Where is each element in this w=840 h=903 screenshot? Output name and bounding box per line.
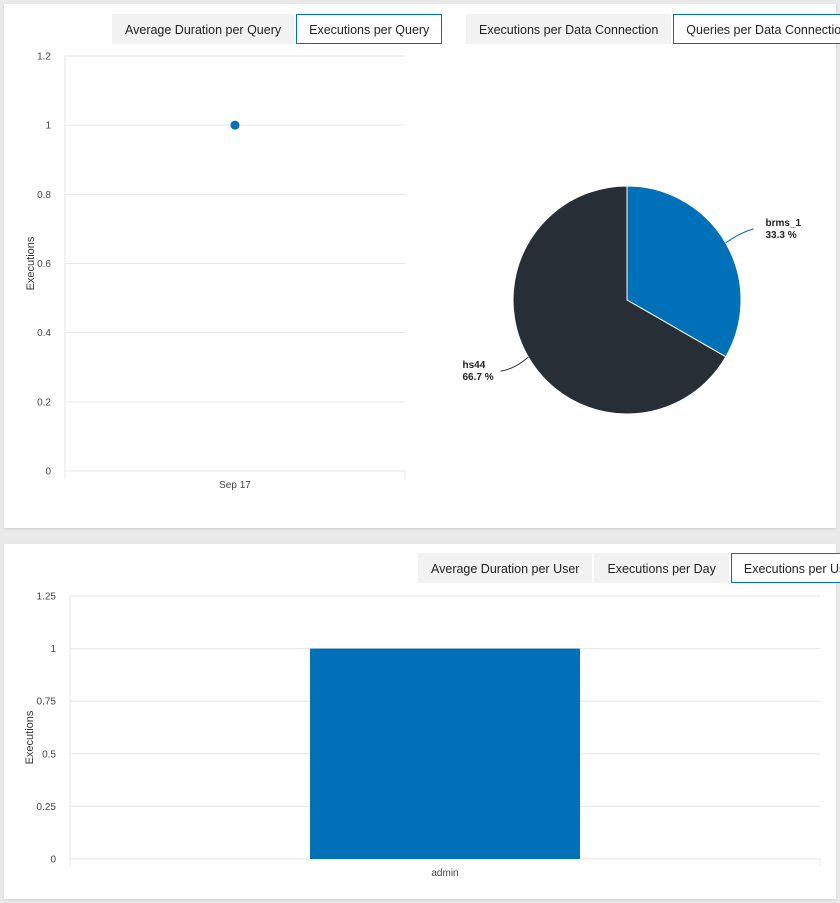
y-tick-label: 1 (50, 644, 56, 655)
connection-chart-tabs: Executions per Data Connection Queries p… (466, 14, 840, 44)
tab-average-duration-per-query[interactable]: Average Duration per Query (112, 14, 295, 44)
pie-label-name: hs44 (462, 360, 485, 371)
tab-executions-per-query[interactable]: Executions per Query (296, 14, 443, 44)
tab-average-duration-per-user[interactable]: Average Duration per User (418, 553, 593, 583)
data-point (230, 120, 240, 130)
y-tick-label: 0.2 (37, 397, 51, 408)
y-axis-title: Executions (24, 710, 36, 764)
x-tick-label: Sep 17 (219, 480, 251, 491)
y-tick-label: 0.25 (37, 802, 57, 813)
tab-queries-per-data-connection[interactable]: Queries per Data Connection (673, 14, 840, 44)
y-tick-label: 0.8 (37, 190, 51, 201)
y-tick-label: 1 (45, 121, 51, 132)
y-tick-label: 0 (45, 467, 51, 478)
x-tick-label: admin (431, 868, 458, 879)
y-tick-label: 1.25 (37, 592, 57, 603)
pie-slice-brms_1 (626, 185, 742, 358)
bar-admin (310, 648, 580, 859)
pie-label-percent: 66.7 % (462, 372, 493, 383)
query-chart-tabs: Average Duration per Query Executions pe… (112, 14, 443, 44)
pie-label-name: brms_1 (766, 218, 802, 229)
pie-leader-line (500, 356, 529, 372)
y-tick-label: 0.6 (37, 259, 51, 270)
tab-executions-per-user[interactable]: Executions per User (730, 553, 840, 583)
y-tick-label: 0.5 (42, 749, 56, 760)
y-tick-label: 0.75 (37, 697, 57, 708)
y-axis-title: Executions (25, 236, 37, 290)
tab-executions-per-data-connection[interactable]: Executions per Data Connection (466, 14, 672, 44)
pie-leader-line (725, 228, 754, 244)
y-tick-label: 1.2 (37, 52, 51, 63)
tab-executions-per-day[interactable]: Executions per Day (594, 553, 729, 583)
y-tick-label: 0.4 (37, 328, 51, 339)
y-tick-label: 0 (50, 855, 56, 866)
user-chart-tabs: Average Duration per User Executions per… (418, 553, 840, 583)
pie-label-percent: 33.3 % (766, 230, 797, 241)
